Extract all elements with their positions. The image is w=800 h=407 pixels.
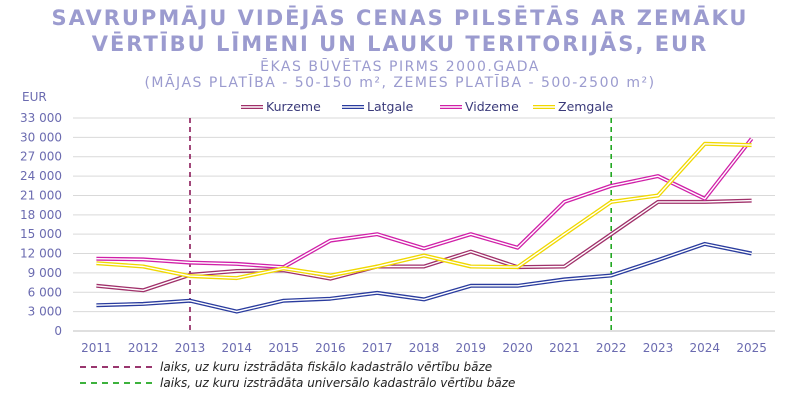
series-line-inner-kurzeme [96,199,752,291]
x-tick-label: 2012 [128,341,159,355]
y-tick-label: 30 000 [20,130,62,144]
x-tick-label: 2023 [643,341,674,355]
y-tick-label: 18 000 [20,208,62,222]
x-tick-label: 2016 [315,341,346,355]
series-line-inner-zemgale [96,143,752,279]
legend-label-latgale: Latgale [367,99,414,114]
legend-label-zemgale: Zemgale [558,99,613,114]
x-tick-label: 2020 [502,341,533,355]
y-tick-label: 15 000 [20,227,62,241]
legend-label-vidzeme: Vidzeme [465,99,519,114]
x-tick-label: 2025 [736,341,767,355]
reference-legend-label-2013: laiks, uz kuru izstrādāta fiskālo kadast… [160,360,492,374]
x-tick-label: 2021 [549,341,580,355]
chart-title-line-2: VĒRTĪBU LĪMENI UN LAUKU TERITORIJĀS, EUR [91,32,709,56]
x-tick-label: 2022 [596,341,627,355]
x-tick-label: 2017 [362,341,393,355]
y-tick-label: 27 000 [20,150,62,164]
y-tick-label: 21 000 [20,188,62,202]
x-tick-label: 2014 [222,341,253,355]
x-tick-label: 2018 [409,341,440,355]
y-tick-label: 33 000 [20,111,62,125]
y-axis-label: EUR [22,90,47,104]
chart-title-line-1: SAVRUPMĀJU VIDĒJĀS CENAS PILSĒTĀS AR ZEM… [51,6,749,30]
chart-subtitle-line-2: (MĀJAS PLATĪBA - 50-150 m², ZEMES PLATĪB… [144,75,656,91]
x-tick-label: 2019 [456,341,487,355]
y-tick-label: 3 000 [28,305,62,319]
series-line-zemgale [96,141,752,281]
y-tick-label: 0 [54,324,62,338]
x-tick-label: 2015 [268,341,299,355]
y-tick-label: 9 000 [28,266,62,280]
legend-label-kurzeme: Kurzeme [266,99,321,114]
y-tick-label: 12 000 [20,247,62,261]
series-line-inner-latgale [96,243,752,313]
x-tick-label: 2011 [81,341,112,355]
y-tick-label: 24 000 [20,169,62,183]
series-line-inner-vidzeme [96,138,753,268]
x-tick-label: 2013 [175,341,206,355]
chart-subtitle-line-1: ĒKAS BŪVĒTAS PIRMS 2000.GADA [260,59,540,75]
y-tick-label: 6 000 [28,285,62,299]
x-tick-label: 2024 [690,341,721,355]
reference-legend-label-2022: laiks, uz kuru izstrādāta universālo kad… [160,376,515,390]
